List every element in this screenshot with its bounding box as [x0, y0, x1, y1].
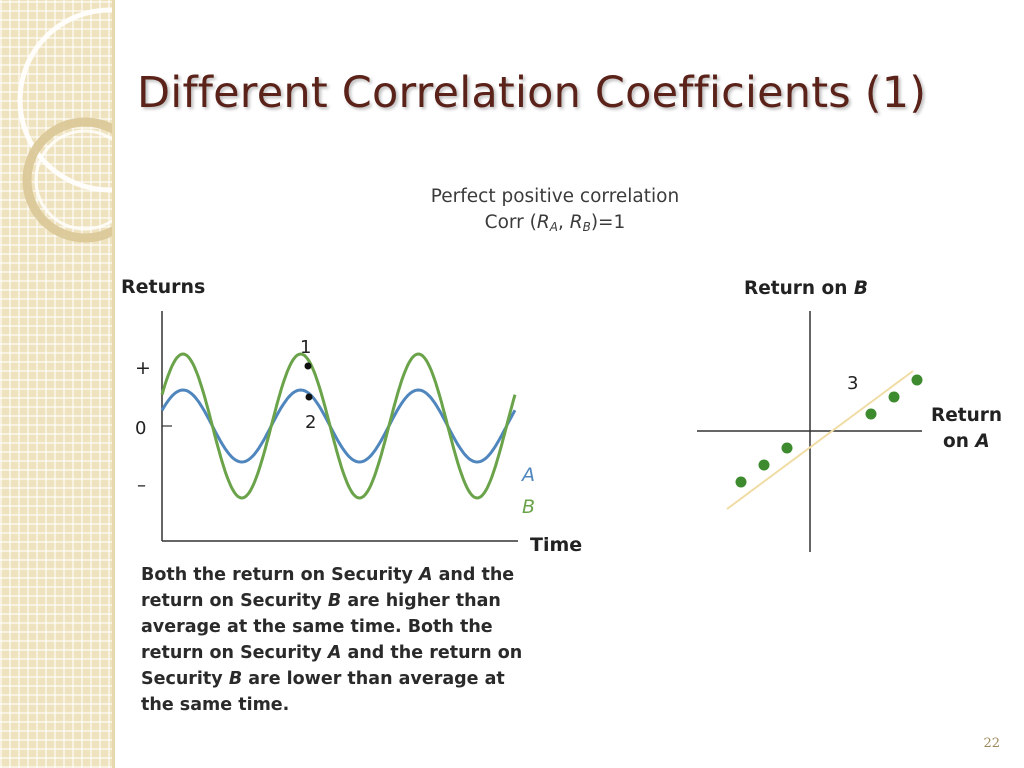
slide-title: Different Correlation Coefficients (1) — [137, 68, 927, 118]
series-a-line — [160, 388, 517, 464]
returns-axis-title: Returns — [121, 276, 205, 298]
decorative-rings — [17, 7, 112, 243]
ra-letter: R — [536, 212, 550, 233]
chart-caption: Perfect positive correlation Corr (RA, R… — [390, 184, 720, 236]
scatter-y-axis-title: Return on B — [744, 278, 868, 299]
series-a-label: A — [520, 464, 535, 486]
caption-line-2: Corr (RA, RB)=1 — [390, 210, 720, 236]
point-2-label: 2 — [305, 412, 316, 433]
point-2-marker — [305, 393, 313, 401]
scatter-point — [758, 459, 770, 471]
scatter-x-axis-title-line1: Return — [931, 405, 1002, 426]
corr-suffix: )=1 — [590, 212, 626, 233]
sidebar-background — [0, 0, 112, 768]
tick-minus: – — [137, 475, 146, 496]
scatter-point — [781, 442, 793, 454]
rb-letter: R — [569, 212, 583, 233]
scatter-x-axis-title-line2: on A — [943, 431, 990, 452]
point-1-marker — [304, 362, 312, 370]
sidebar-edge — [112, 0, 115, 768]
corr-separator: , — [557, 212, 570, 233]
chart-description: Both the return on Security A and the re… — [141, 565, 523, 715]
caption-line-1: Perfect positive correlation — [430, 186, 680, 207]
series-b-line — [160, 352, 517, 500]
page-number: 22 — [983, 736, 1000, 751]
point-1-label: 1 — [300, 337, 311, 358]
scatter-fit-line — [726, 370, 914, 510]
tick-plus: + — [135, 357, 151, 379]
rb-sub: B — [582, 220, 591, 234]
point-3-label: 3 — [847, 373, 858, 394]
series-b-label: B — [522, 496, 535, 518]
ra-sub: A — [549, 220, 558, 234]
scatter-point — [911, 374, 923, 386]
corr-prefix: Corr ( — [484, 212, 537, 233]
scatter-point — [888, 391, 900, 403]
scatter-point — [865, 408, 877, 420]
time-axis-title: Time — [530, 534, 582, 556]
tick-zero: 0 — [135, 418, 146, 439]
scatter-points — [735, 374, 923, 488]
scatter-point — [735, 476, 747, 488]
